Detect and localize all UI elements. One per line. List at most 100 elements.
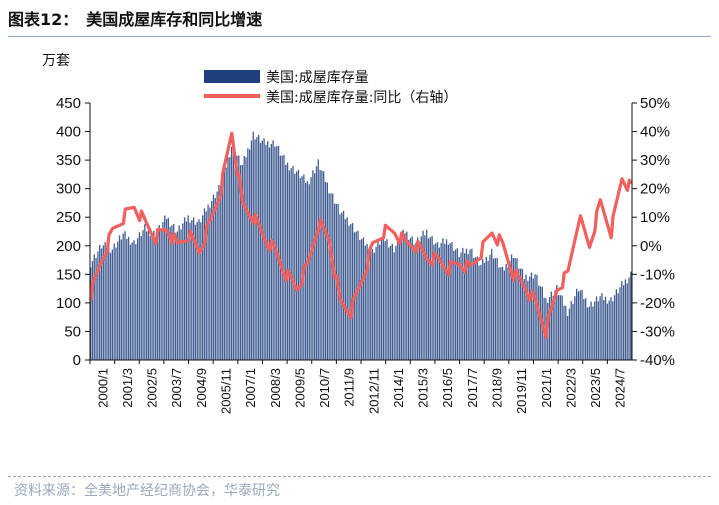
bar (109, 252, 112, 360)
bar (136, 238, 139, 360)
bar (505, 263, 507, 360)
bar (104, 242, 106, 360)
bar (400, 236, 403, 360)
bar (568, 308, 571, 360)
x-tick-label: 2021/1 (539, 368, 554, 408)
bar (138, 232, 141, 360)
bar (608, 300, 610, 360)
bar (548, 297, 551, 360)
bar (160, 228, 162, 360)
bar (460, 252, 462, 360)
x-tick-label: 2017/7 (465, 368, 480, 408)
bar (212, 194, 215, 360)
bar (312, 170, 314, 360)
bar (404, 233, 406, 360)
bar (113, 243, 115, 360)
bar (342, 210, 345, 360)
bar (572, 303, 574, 360)
bar (285, 164, 287, 360)
bar (361, 239, 363, 360)
bar (534, 274, 536, 360)
bar (321, 170, 323, 360)
bar (510, 254, 513, 360)
bar (444, 243, 446, 360)
bar (561, 295, 563, 360)
bar (384, 240, 386, 360)
bar (91, 260, 94, 360)
bar (250, 140, 253, 360)
bar (328, 193, 330, 360)
bar (118, 235, 121, 360)
bar (615, 289, 618, 360)
legend-line-label: 美国:成屋库存量:同比（右轴） (266, 90, 457, 106)
right-tick-label: 50% (640, 95, 670, 112)
bar (420, 236, 422, 360)
bar (603, 299, 605, 360)
bar (463, 253, 466, 360)
bar (594, 301, 596, 360)
bar (492, 258, 495, 360)
bar (299, 178, 301, 360)
x-tick-label: 2004/9 (194, 368, 209, 408)
bar (397, 239, 399, 360)
bar (474, 257, 477, 360)
bar (192, 217, 195, 360)
right-tick-label: -20% (640, 295, 675, 312)
bar (386, 239, 388, 360)
bar (155, 238, 157, 360)
bar (297, 169, 300, 360)
bar (234, 156, 236, 360)
bar (606, 303, 609, 360)
bar (559, 295, 562, 360)
bar (241, 164, 244, 360)
bar (451, 242, 453, 360)
bar (494, 258, 496, 360)
bar (310, 177, 312, 360)
bar (216, 191, 218, 360)
bar (496, 257, 498, 360)
x-tick-label: 2009/5 (292, 368, 307, 408)
bar (601, 293, 603, 360)
x-tick-label: 2012/11 (366, 368, 381, 414)
bar (243, 156, 245, 360)
bar (122, 233, 124, 360)
bar (563, 305, 565, 360)
bar (509, 260, 511, 360)
bar (422, 230, 424, 360)
bar (454, 249, 457, 360)
bar (525, 274, 527, 360)
bar (230, 146, 233, 360)
bar (317, 159, 319, 360)
bar (471, 248, 473, 360)
bar (529, 276, 531, 360)
bar (149, 236, 151, 360)
bar (176, 231, 179, 360)
legend-bar-label: 美国:成屋库存量 (266, 70, 369, 86)
bar (575, 288, 578, 360)
chart-title: 图表12： 美国成屋库存和同比增速 (8, 10, 263, 29)
left-tick-label: 450 (56, 95, 81, 112)
bar (183, 217, 186, 360)
bar (326, 182, 328, 360)
bar (346, 217, 348, 360)
x-tick-label: 2015/3 (416, 368, 431, 408)
bar (95, 258, 97, 360)
bar (583, 299, 585, 360)
bar (258, 135, 260, 360)
bar (391, 243, 394, 360)
bar (248, 149, 251, 360)
bar (523, 279, 525, 360)
bar (429, 237, 431, 360)
bar (153, 230, 155, 360)
bar (147, 228, 150, 360)
bar (557, 295, 560, 360)
bar (341, 212, 343, 360)
bar (552, 296, 554, 360)
bar (427, 238, 430, 360)
bar (196, 221, 198, 360)
bar (267, 141, 269, 360)
bar (628, 277, 630, 360)
bar (254, 139, 256, 360)
x-tick-label: 2000/1 (95, 368, 110, 408)
bar (501, 266, 504, 360)
